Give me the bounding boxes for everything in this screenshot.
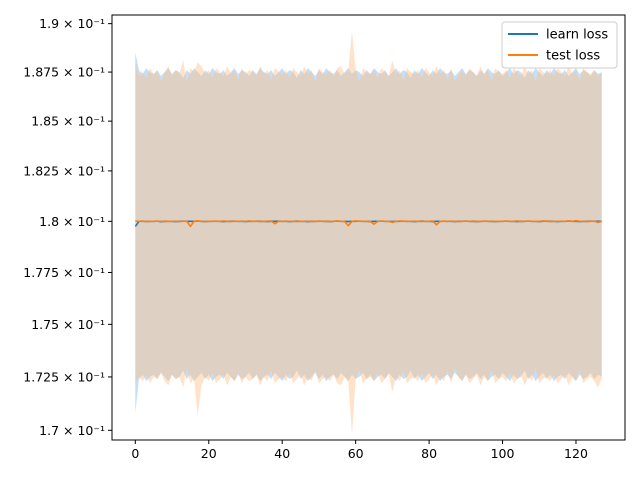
x-tick-label: 20 [201,446,217,461]
x-tick-label: 80 [421,446,437,461]
legend-label-test-loss: test loss [546,49,600,64]
y-tick-label: 1.7 × 10⁻¹ [39,423,105,438]
y-axis-ticks: 1.7 × 10⁻¹ 1.725 × 10⁻¹ 1.75 × 10⁻¹ 1.775 ×… [23,16,112,438]
legend: learn loss test loss [501,21,618,69]
y-tick-label: 1.9 × 10⁻¹ [39,16,105,31]
y-tick-label: 1.75 × 10⁻¹ [31,317,105,332]
x-tick-label: 60 [348,446,364,461]
x-tick-label: 40 [274,446,290,461]
x-tick-label: 120 [564,446,588,461]
legend-label-learn-loss: learn loss [546,28,608,43]
y-tick-label: 1.725 × 10⁻¹ [23,369,105,384]
line-test-loss [135,219,602,228]
y-tick-label: 1.85 × 10⁻¹ [31,114,105,129]
plot-frame [111,14,626,441]
x-tick-label: 0 [131,446,139,461]
y-tick-label: 1.875 × 10⁻¹ [23,65,105,80]
x-axis-ticks: 0 20 40 60 80 100 120 [131,440,588,461]
confidence-bands [135,31,602,435]
band-test-loss [135,31,602,435]
x-tick-label: 100 [491,446,515,461]
y-tick-label: 1.775 × 10⁻¹ [23,265,105,280]
y-tick-label: 1.8 × 10⁻¹ [39,214,105,229]
band-learn-loss [135,52,602,414]
series-lines [134,219,602,228]
y-tick-label: 1.825 × 10⁻¹ [23,163,105,178]
